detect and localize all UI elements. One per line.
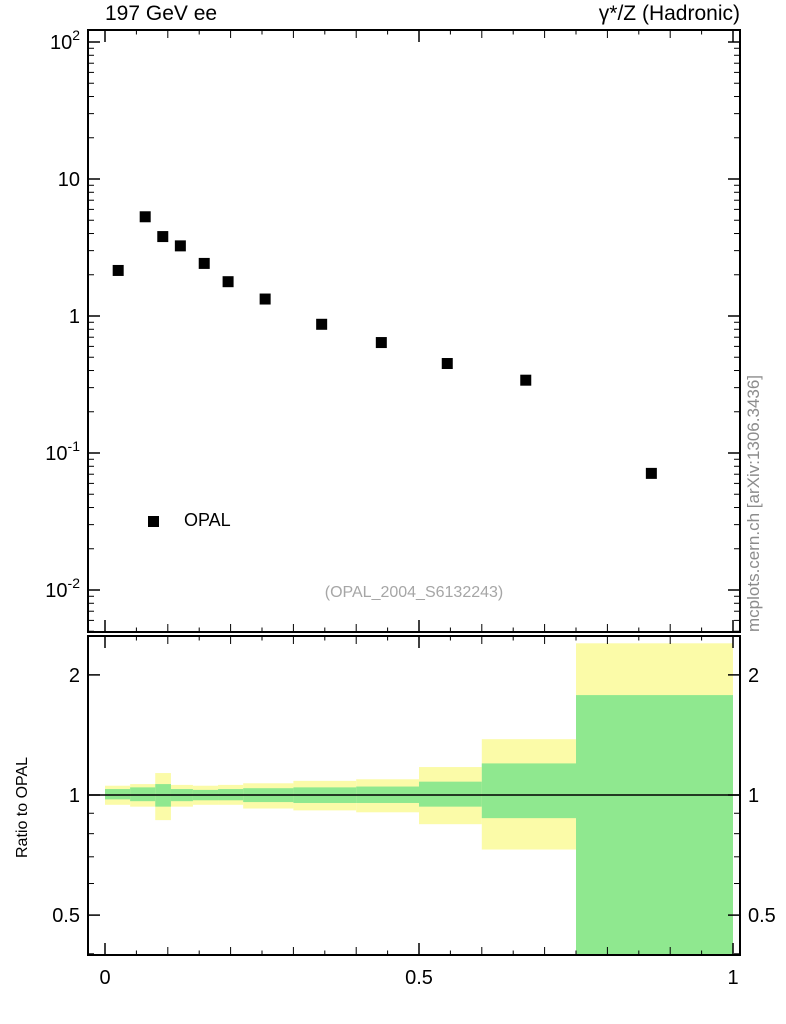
ratio-y-tick-label-right: 0.5 bbox=[748, 905, 776, 927]
data-point bbox=[520, 374, 532, 386]
data-point bbox=[375, 337, 387, 349]
main-y-tick-label: 10 bbox=[58, 169, 80, 191]
ratio-y-tick-label-left: 1 bbox=[69, 785, 80, 807]
data-point bbox=[645, 467, 657, 479]
main-y-tick-label: 10-1 bbox=[45, 438, 80, 465]
legend-label: OPAL bbox=[184, 510, 231, 530]
data-point bbox=[198, 257, 210, 269]
uncertainty-band-inner bbox=[481, 763, 576, 819]
ratio-y-tick-label-left: 2 bbox=[69, 665, 80, 687]
x-tick-label: 1 bbox=[727, 967, 738, 989]
x-tick-label: 0.5 bbox=[405, 967, 433, 989]
data-point bbox=[316, 318, 328, 330]
data-point bbox=[222, 276, 234, 288]
data-point bbox=[139, 211, 151, 223]
data-point bbox=[259, 293, 271, 305]
beam-energy-title: 197 GeV ee bbox=[105, 2, 218, 25]
uncertainty-band-inner bbox=[576, 695, 733, 955]
uncertainty-band-inner bbox=[419, 781, 482, 807]
ratio-y-tick-label-right: 1 bbox=[748, 785, 759, 807]
ratio-y-tick-label-right: 2 bbox=[748, 665, 759, 687]
analysis-watermark: (OPAL_2004_S6132243) bbox=[324, 584, 504, 601]
data-point bbox=[441, 358, 453, 370]
ratio-y-tick-label-left: 0.5 bbox=[52, 905, 80, 927]
ratio-axis-label: Ratio to OPAL bbox=[14, 756, 31, 858]
legend-marker bbox=[148, 516, 159, 527]
main-y-tick-label: 102 bbox=[50, 27, 80, 54]
x-tick-label: 0 bbox=[99, 967, 110, 989]
main-y-tick-label: 1 bbox=[69, 306, 80, 328]
process-title: γ*/Z (Hadronic) bbox=[598, 2, 740, 25]
data-point bbox=[157, 231, 169, 243]
main-panel-frame bbox=[87, 29, 741, 633]
uncertainty-band-inner bbox=[105, 789, 131, 800]
main-y-tick-label: 10-2 bbox=[45, 575, 80, 602]
data-point bbox=[112, 264, 124, 276]
data-point bbox=[174, 240, 186, 252]
attribution-text: mcplots.cern.ch [arXiv:1306.3436] bbox=[744, 374, 763, 632]
